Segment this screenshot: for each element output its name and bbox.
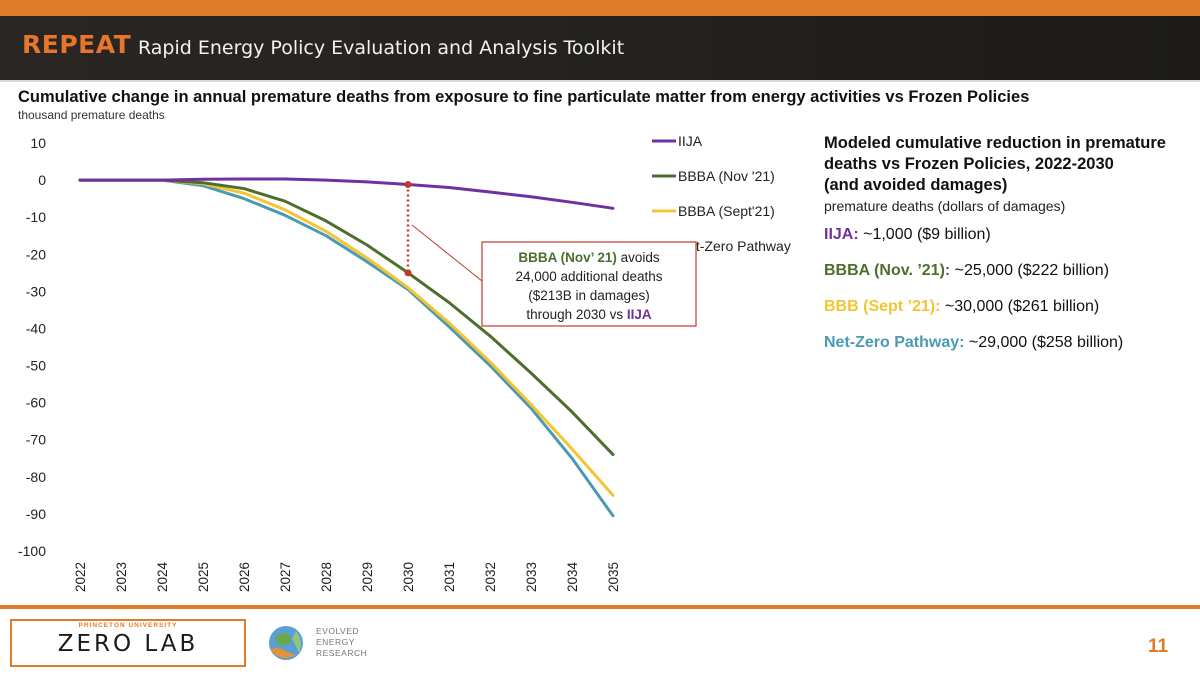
x-tick-label: 2027 <box>278 562 293 592</box>
evolved-energy-label: EVOLVED ENERGY RESEARCH <box>316 626 368 658</box>
callout-text-segment: BBBA (Nov’ 21) <box>518 250 617 265</box>
chart-title: Cumulative change in annual premature de… <box>18 88 1030 106</box>
x-tick-label: 2024 <box>155 561 170 592</box>
x-tick-label: 2023 <box>114 562 129 592</box>
summary-value: ~25,000 ($222 billion) <box>950 262 1110 279</box>
y-tick-label: 0 <box>38 172 46 188</box>
callout-text-segment: 24,000 additional deaths <box>515 269 662 284</box>
summary-title: Modeled cumulative reduction in prematur… <box>824 134 1166 194</box>
annotation-point-bbba <box>404 269 412 277</box>
y-tick-label: -60 <box>26 395 46 411</box>
page-number: 11 <box>1148 636 1169 657</box>
x-tick-label: 2033 <box>524 562 539 592</box>
brand-subtitle: Rapid Energy Policy Evaluation and Analy… <box>138 37 625 59</box>
series-line-2 <box>78 178 615 497</box>
callout-text-line: ($213B in damages) <box>528 288 650 303</box>
top-accent-bar <box>0 0 1200 16</box>
legend-label: BBBA (Sept'21) <box>678 203 775 219</box>
callout-box <box>481 241 697 327</box>
chart-units-label: thousand premature deaths <box>18 108 165 122</box>
summary-label: IIJA: <box>824 226 859 243</box>
legend-label: BBBA (Nov '21) <box>678 168 775 184</box>
summary-item-bbb-sept: BBB (Sept ’21): ~30,000 ($261 billion) <box>824 298 1184 334</box>
summary-item-net-zero: Net-Zero Pathway: ~29,000 ($258 billion) <box>824 334 1184 370</box>
summary-label: Net-Zero Pathway: <box>824 334 965 351</box>
legend-label: IIJA <box>678 133 703 149</box>
y-tick-label: -40 <box>26 320 46 336</box>
header-divider <box>0 80 1200 82</box>
footer-divider <box>0 605 1200 609</box>
callout-text-segment: avoids <box>617 250 660 265</box>
summary-label: BBBA (Nov. ’21): <box>824 262 951 279</box>
callout-text-segment: IIJA <box>627 307 652 322</box>
y-tick-label: -10 <box>26 209 46 225</box>
callout-text-line: through 2030 vs IIJA <box>526 307 652 322</box>
callout-leader-line <box>411 224 483 282</box>
summary-value: ~1,000 ($9 billion) <box>858 226 991 243</box>
summary-subtitle: premature deaths (dollars of damages) <box>824 198 1066 214</box>
x-tick-label: 2034 <box>565 561 580 592</box>
y-tick-label: -50 <box>26 358 46 374</box>
y-tick-label: -70 <box>26 432 46 448</box>
legend-label: Net-Zero Pathway <box>678 238 791 254</box>
x-tick-label: 2025 <box>196 562 211 592</box>
y-tick-label: -90 <box>26 506 46 522</box>
y-tick-label: -80 <box>26 469 46 485</box>
y-tick-label: -100 <box>18 543 46 559</box>
summary-label: BBB (Sept ’21): <box>824 298 941 315</box>
callout-text-line: BBBA (Nov’ 21) avoids <box>518 250 660 265</box>
x-tick-label: 2028 <box>319 562 334 592</box>
university-label: PRINCETON UNIVERSITY <box>72 622 184 629</box>
summary-item-iija: IIJA: ~1,000 ($9 billion) <box>824 226 1184 262</box>
x-tick-label: 2030 <box>401 562 416 592</box>
callout-text-segment: through 2030 vs <box>526 307 627 322</box>
line-chart: 10 0 -10 -20 -30 -40 -50 -60 -70 -80 -90 -100 2022 20… <box>18 133 791 592</box>
x-tick-label: 2022 <box>73 562 88 592</box>
x-tick-label: 2031 <box>442 562 457 592</box>
callout-text-line: 24,000 additional deaths <box>515 269 662 284</box>
x-tick-label: 2032 <box>483 562 498 592</box>
summary-value: ~29,000 ($258 billion) <box>964 334 1124 351</box>
brand-logo-text: REPEAT <box>22 30 132 59</box>
annotation-point-iija <box>404 181 412 189</box>
header-banner: REPEAT Rapid Energy Policy Evaluation an… <box>0 16 1200 80</box>
summary-panel: Modeled cumulative reduction in prematur… <box>824 133 1184 370</box>
summary-value: ~30,000 ($261 billion) <box>940 298 1100 315</box>
y-tick-label: -30 <box>26 283 46 299</box>
callout-text-segment: ($213B in damages) <box>528 288 650 303</box>
evolved-energy-logo-icon <box>269 626 303 660</box>
zero-lab-logo: PRINCETON UNIVERSITY ZERO LAB <box>10 619 246 667</box>
zero-lab-label: ZERO LAB <box>57 631 199 657</box>
series-line-3 <box>78 178 615 518</box>
y-tick-label: 10 <box>30 135 46 151</box>
x-tick-label: 2035 <box>606 562 621 592</box>
summary-item-bbba-nov: BBBA (Nov. ’21): ~25,000 ($222 billion) <box>824 262 1184 298</box>
x-tick-label: 2029 <box>360 562 375 592</box>
x-tick-label: 2026 <box>237 562 252 592</box>
y-tick-label: -20 <box>26 246 46 262</box>
series-line-0 <box>78 177 615 210</box>
